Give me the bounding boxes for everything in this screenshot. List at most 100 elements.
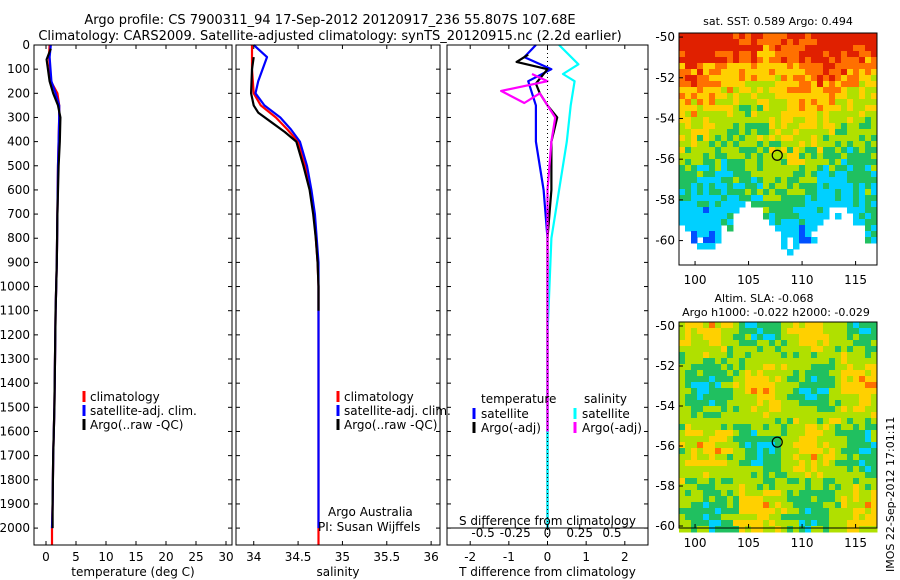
map-y-tick-label: -54 <box>655 111 675 125</box>
x-tick-label: 15 <box>128 550 143 564</box>
map-x-tick-label: 115 <box>844 536 867 550</box>
map1-title: sat. SST: 0.589 Argo: 0.494 <box>703 15 853 28</box>
series-line-p3-4 <box>500 73 557 432</box>
legend-group-temperature: temperature <box>481 392 556 406</box>
x-tick-label: -1 <box>503 550 515 564</box>
legend-group-salinity: salinity <box>584 392 627 406</box>
x-tick-label: 0 <box>42 550 50 564</box>
legend-label: satellite-adj. clim. <box>90 404 197 418</box>
y-tick-label: 0 <box>22 38 30 52</box>
series-line-p2-3 <box>250 56 320 311</box>
y-tick-label: 900 <box>7 255 30 269</box>
map-y-tick-label: -50 <box>655 319 675 333</box>
x-tick-label: 0 <box>544 550 552 564</box>
figure-title-line2: Climatology: CARS2009. Satellite-adjuste… <box>38 29 622 44</box>
credit-line1: Argo Australia <box>328 505 413 519</box>
argo-position-marker <box>771 149 783 161</box>
legend-label: satellite <box>582 407 630 421</box>
map-y-tick-label: -52 <box>655 359 675 373</box>
map-frame-1 <box>678 32 878 266</box>
legend-label: climatology <box>344 390 414 404</box>
figure-title-line1: Argo profile: CS 7900311_94 17-Sep-2012 … <box>84 13 576 28</box>
legend-label: Argo(-adj) <box>582 421 642 435</box>
x-tick-label: 35 <box>335 550 350 564</box>
map-x-tick-label: 100 <box>684 536 707 550</box>
map-y-tick-label: -50 <box>655 30 675 44</box>
y-tick-label: 1800 <box>0 473 30 487</box>
map2-title: Altim. SLA: -0.068 <box>714 292 813 305</box>
x-tick-label: 5 <box>72 550 80 564</box>
y-tick-label: 1400 <box>0 376 30 390</box>
y-tick-label: 1900 <box>0 497 30 511</box>
x-axis-label: salinity <box>316 565 359 579</box>
series-line-p1-2 <box>48 44 61 529</box>
series-line-p1-3 <box>45 48 62 529</box>
y-tick-label: 1700 <box>0 449 30 463</box>
y-tick-label: 1000 <box>0 280 30 294</box>
y-tick-label: 1500 <box>0 400 30 414</box>
x-tick-label: 35.5 <box>373 550 400 564</box>
x-tick-top-label: 0.5 <box>602 526 621 540</box>
panel-frame-2 <box>235 44 441 546</box>
map-x-tick-label: 105 <box>737 273 760 287</box>
x-tick-label: -2 <box>464 550 476 564</box>
x-axis-label: temperature (deg C) <box>71 565 194 579</box>
credit-line2: PI: Susan Wijffels <box>318 520 420 534</box>
map-x-tick-label: 110 <box>791 536 814 550</box>
map-cells-2 <box>679 322 878 533</box>
y-tick-label: 400 <box>7 135 30 149</box>
legend-label: satellite <box>481 407 529 421</box>
x-tick-label: 20 <box>158 550 173 564</box>
map-y-tick-label: -60 <box>655 234 675 248</box>
y-tick-label: 500 <box>7 159 30 173</box>
x-tick-label: 10 <box>98 550 113 564</box>
x-tick-top-label: 0 <box>544 526 552 540</box>
map-x-tick-label: 105 <box>737 536 760 550</box>
y-tick-label: 1300 <box>0 352 30 366</box>
y-tick-label: 100 <box>7 62 30 76</box>
x-tick-top-label: -0.5 <box>471 526 494 540</box>
map-y-tick-label: -56 <box>655 439 675 453</box>
legend-label: Argo(..raw -QC) <box>90 418 183 432</box>
y-tick-label: 800 <box>7 231 30 245</box>
x-tick-label: 2 <box>621 550 629 564</box>
y-tick-label: 1100 <box>0 304 30 318</box>
y-tick-label: 2000 <box>0 521 30 535</box>
y-tick-label: 1200 <box>0 328 30 342</box>
x-axis-label: T difference from climatology <box>458 565 636 579</box>
series-line-p2-1 <box>250 45 320 545</box>
map2-subtitle: Argo h1000: -0.022 h2000: -0.029 <box>682 306 870 319</box>
y-tick-label: 700 <box>7 207 30 221</box>
legend-label: Argo(..raw -QC) <box>344 418 437 432</box>
map-y-tick-label: -60 <box>655 519 675 533</box>
x-tick-label: 34.5 <box>285 550 312 564</box>
map-x-tick-label: 110 <box>791 273 814 287</box>
map-y-tick-label: -52 <box>655 71 675 85</box>
x-tick-top-label: 0.25 <box>566 526 593 540</box>
map-cells-1 <box>679 33 878 256</box>
legend-label: satellite-adj. clim. <box>344 404 451 418</box>
panel-frame-1 <box>33 44 233 546</box>
map-y-tick-label: -54 <box>655 399 675 413</box>
map-y-tick-label: -58 <box>655 479 675 493</box>
timestamp-stamp: IMOS 22-Sep-2012 17:01:11 <box>884 416 897 572</box>
x-tick-label: 1 <box>582 550 590 564</box>
x-tick-top-label: -0.25 <box>500 526 531 540</box>
y-tick-label: 200 <box>7 86 30 100</box>
map-y-tick-label: -56 <box>655 152 675 166</box>
legend-label: Argo(-adj) <box>481 421 541 435</box>
legend-label: climatology <box>90 390 160 404</box>
y-tick-label: 600 <box>7 183 30 197</box>
y-tick-label: 300 <box>7 110 30 124</box>
map-y-tick-label: -58 <box>655 193 675 207</box>
map-x-tick-label: 115 <box>844 273 867 287</box>
y-tick-label: 1600 <box>0 424 30 438</box>
x-tick-label: 25 <box>188 550 203 564</box>
x-axis-label-top: S difference from climatology <box>459 514 636 528</box>
map-frame-2 <box>678 321 878 529</box>
map-x-tick-label: 100 <box>684 273 707 287</box>
x-tick-label: 30 <box>218 550 233 564</box>
x-tick-label: 34 <box>246 550 261 564</box>
argo-position-marker <box>771 436 783 448</box>
